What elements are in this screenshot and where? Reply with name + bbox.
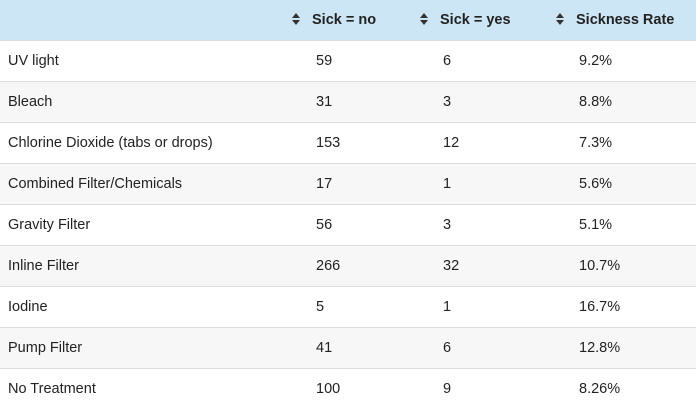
cell-rate: 5.6% xyxy=(579,175,613,192)
table-row: Iodine 5 1 16.7% xyxy=(0,286,696,327)
cell-sick-yes: 32 xyxy=(443,257,460,274)
cell-sick-no: 59 xyxy=(316,52,333,69)
table-row: Pump Filter 41 6 12.8% xyxy=(0,327,696,368)
table-row: Gravity Filter 56 3 5.1% xyxy=(0,204,696,245)
cell-treatment: Combined Filter/Chemicals xyxy=(8,175,183,192)
cell-rate: 16.7% xyxy=(579,298,621,315)
cell-sick-yes: 3 xyxy=(443,93,452,110)
cell-sick-no: 17 xyxy=(316,175,333,192)
cell-rate: 5.1% xyxy=(579,216,613,233)
header-label: Sick = yes xyxy=(440,11,511,28)
header-sick-no[interactable]: Sick = no xyxy=(292,0,443,40)
table-row: Combined Filter/Chemicals 17 1 5.6% xyxy=(0,163,696,204)
cell-sick-no: 31 xyxy=(316,93,333,110)
cell-treatment: No Treatment xyxy=(8,380,96,397)
header-row: Sick = no Sick = yes Sickness Rate xyxy=(0,0,696,40)
table-body: UV light 59 6 9.2% Bleach 31 3 8.8% Chlo… xyxy=(0,40,696,409)
cell-rate: 9.2% xyxy=(579,52,613,69)
cell-treatment: Bleach xyxy=(8,93,53,110)
cell-rate: 10.7% xyxy=(579,257,621,274)
cell-rate: 12.8% xyxy=(579,339,621,356)
header-sickness-rate[interactable]: Sickness Rate xyxy=(556,0,696,40)
table-row: UV light 59 6 9.2% xyxy=(0,40,696,81)
cell-treatment: Gravity Filter xyxy=(8,216,91,233)
cell-treatment: Inline Filter xyxy=(8,257,79,274)
cell-sick-yes: 3 xyxy=(443,216,452,233)
cell-sick-no: 100 xyxy=(316,380,341,397)
cell-treatment: Chlorine Dioxide (tabs or drops) xyxy=(8,134,213,151)
cell-sick-no: 56 xyxy=(316,216,333,233)
sort-icon[interactable] xyxy=(292,12,300,25)
cell-sick-no: 266 xyxy=(316,257,341,274)
header-label: Sickness Rate xyxy=(576,11,675,28)
cell-sick-yes: 6 xyxy=(443,339,452,356)
cell-sick-no: 153 xyxy=(316,134,341,151)
header-sick-yes[interactable]: Sick = yes xyxy=(420,0,579,40)
cell-rate: 8.8% xyxy=(579,93,613,110)
table-row: No Treatment 100 9 8.26% xyxy=(0,368,696,409)
cell-treatment: Pump Filter xyxy=(8,339,83,356)
cell-sick-no: 41 xyxy=(316,339,333,356)
cell-sick-yes: 12 xyxy=(443,134,460,151)
sort-icon[interactable] xyxy=(420,12,428,25)
cell-sick-yes: 1 xyxy=(443,298,452,315)
table-row: Bleach 31 3 8.8% xyxy=(0,81,696,122)
cell-sick-no: 5 xyxy=(316,298,325,315)
header-treatment xyxy=(0,0,316,40)
cell-treatment: Iodine xyxy=(8,298,48,315)
table-header: Sick = no Sick = yes Sickness Rate xyxy=(0,0,696,40)
cell-rate: 7.3% xyxy=(579,134,613,151)
sort-icon[interactable] xyxy=(556,12,564,25)
cell-sick-yes: 9 xyxy=(443,380,452,397)
cell-treatment: UV light xyxy=(8,52,59,69)
header-label: Sick = no xyxy=(312,11,377,28)
table-row: Chlorine Dioxide (tabs or drops) 153 12 … xyxy=(0,122,696,163)
table-row: Inline Filter 266 32 10.7% xyxy=(0,245,696,286)
cell-sick-yes: 6 xyxy=(443,52,452,69)
cell-rate: 8.26% xyxy=(579,380,621,397)
cell-sick-yes: 1 xyxy=(443,175,452,192)
